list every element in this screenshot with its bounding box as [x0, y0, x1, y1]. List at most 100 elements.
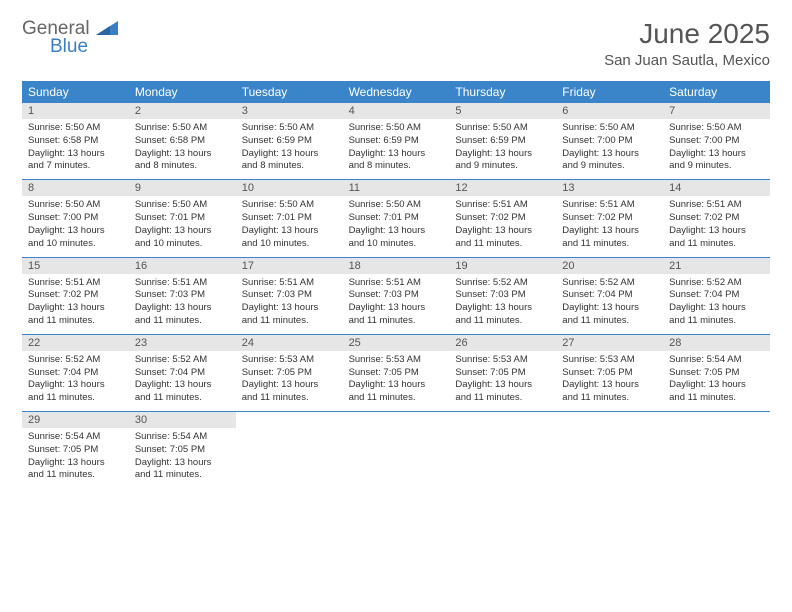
calendar: Sunday Monday Tuesday Wednesday Thursday… — [22, 81, 770, 488]
day-number: 18 — [343, 258, 450, 274]
day-number: 30 — [129, 412, 236, 428]
day-cell: 27Sunrise: 5:53 AMSunset: 7:05 PMDayligh… — [556, 335, 663, 411]
sunrise-text: Sunrise: 5:52 AM — [455, 277, 550, 290]
day-number: 10 — [236, 180, 343, 196]
day-cell: 5Sunrise: 5:50 AMSunset: 6:59 PMDaylight… — [449, 103, 556, 179]
day-cell: 24Sunrise: 5:53 AMSunset: 7:05 PMDayligh… — [236, 335, 343, 411]
day-details: Sunrise: 5:52 AMSunset: 7:04 PMDaylight:… — [129, 351, 236, 411]
day-cell: 29Sunrise: 5:54 AMSunset: 7:05 PMDayligh… — [22, 412, 129, 488]
day-details: Sunrise: 5:50 AMSunset: 6:59 PMDaylight:… — [449, 119, 556, 179]
sunset-text: Sunset: 7:02 PM — [669, 212, 764, 225]
sunrise-text: Sunrise: 5:50 AM — [135, 199, 230, 212]
sunset-text: Sunset: 7:05 PM — [669, 367, 764, 380]
day-cell: 17Sunrise: 5:51 AMSunset: 7:03 PMDayligh… — [236, 258, 343, 334]
day-number: 11 — [343, 180, 450, 196]
sunrise-text: Sunrise: 5:51 AM — [28, 277, 123, 290]
day-cell: 20Sunrise: 5:52 AMSunset: 7:04 PMDayligh… — [556, 258, 663, 334]
day-details: Sunrise: 5:52 AMSunset: 7:03 PMDaylight:… — [449, 274, 556, 334]
day-details: Sunrise: 5:50 AMSunset: 7:01 PMDaylight:… — [129, 196, 236, 256]
day-number: 19 — [449, 258, 556, 274]
day-number: 14 — [663, 180, 770, 196]
sunrise-text: Sunrise: 5:51 AM — [455, 199, 550, 212]
daylight-text: Daylight: 13 hours and 11 minutes. — [135, 457, 230, 483]
day-cell: .. — [556, 412, 663, 488]
daylight-text: Daylight: 13 hours and 11 minutes. — [28, 457, 123, 483]
week-row: 8Sunrise: 5:50 AMSunset: 7:00 PMDaylight… — [22, 180, 770, 257]
day-cell: 3Sunrise: 5:50 AMSunset: 6:59 PMDaylight… — [236, 103, 343, 179]
day-details: Sunrise: 5:52 AMSunset: 7:04 PMDaylight:… — [663, 274, 770, 334]
week-row: 29Sunrise: 5:54 AMSunset: 7:05 PMDayligh… — [22, 412, 770, 488]
day-number: 20 — [556, 258, 663, 274]
daylight-text: Daylight: 13 hours and 9 minutes. — [669, 148, 764, 174]
week-row: 22Sunrise: 5:52 AMSunset: 7:04 PMDayligh… — [22, 335, 770, 412]
day-number: 15 — [22, 258, 129, 274]
daylight-text: Daylight: 13 hours and 11 minutes. — [562, 302, 657, 328]
day-number: 2 — [129, 103, 236, 119]
day-details: Sunrise: 5:53 AMSunset: 7:05 PMDaylight:… — [449, 351, 556, 411]
day-number: 1 — [22, 103, 129, 119]
day-cell: 4Sunrise: 5:50 AMSunset: 6:59 PMDaylight… — [343, 103, 450, 179]
location-label: San Juan Sautla, Mexico — [604, 52, 770, 69]
day-number: 27 — [556, 335, 663, 351]
sunset-text: Sunset: 7:03 PM — [349, 289, 444, 302]
day-cell: 1Sunrise: 5:50 AMSunset: 6:58 PMDaylight… — [22, 103, 129, 179]
day-details: Sunrise: 5:50 AMSunset: 6:58 PMDaylight:… — [22, 119, 129, 179]
day-number: 17 — [236, 258, 343, 274]
sunset-text: Sunset: 7:05 PM — [455, 367, 550, 380]
day-cell: 10Sunrise: 5:50 AMSunset: 7:01 PMDayligh… — [236, 180, 343, 256]
sunset-text: Sunset: 7:04 PM — [28, 367, 123, 380]
sunset-text: Sunset: 7:01 PM — [242, 212, 337, 225]
sunset-text: Sunset: 7:03 PM — [455, 289, 550, 302]
day-cell: 12Sunrise: 5:51 AMSunset: 7:02 PMDayligh… — [449, 180, 556, 256]
sunset-text: Sunset: 7:05 PM — [242, 367, 337, 380]
sunrise-text: Sunrise: 5:50 AM — [28, 199, 123, 212]
day-cell: 7Sunrise: 5:50 AMSunset: 7:00 PMDaylight… — [663, 103, 770, 179]
daylight-text: Daylight: 13 hours and 11 minutes. — [28, 379, 123, 405]
logo: General Blue — [22, 18, 118, 58]
day-details: Sunrise: 5:54 AMSunset: 7:05 PMDaylight:… — [22, 428, 129, 488]
day-cell: 8Sunrise: 5:50 AMSunset: 7:00 PMDaylight… — [22, 180, 129, 256]
sunset-text: Sunset: 7:02 PM — [455, 212, 550, 225]
day-cell: 26Sunrise: 5:53 AMSunset: 7:05 PMDayligh… — [449, 335, 556, 411]
day-cell: 9Sunrise: 5:50 AMSunset: 7:01 PMDaylight… — [129, 180, 236, 256]
day-details: Sunrise: 5:51 AMSunset: 7:03 PMDaylight:… — [129, 274, 236, 334]
day-cell: 22Sunrise: 5:52 AMSunset: 7:04 PMDayligh… — [22, 335, 129, 411]
day-number: 25 — [343, 335, 450, 351]
sunset-text: Sunset: 6:59 PM — [349, 135, 444, 148]
sunrise-text: Sunrise: 5:53 AM — [455, 354, 550, 367]
day-details: Sunrise: 5:50 AMSunset: 7:00 PMDaylight:… — [22, 196, 129, 256]
sunrise-text: Sunrise: 5:52 AM — [135, 354, 230, 367]
sunrise-text: Sunrise: 5:50 AM — [455, 122, 550, 135]
day-details: Sunrise: 5:52 AMSunset: 7:04 PMDaylight:… — [22, 351, 129, 411]
sunrise-text: Sunrise: 5:54 AM — [135, 431, 230, 444]
day-details: Sunrise: 5:53 AMSunset: 7:05 PMDaylight:… — [343, 351, 450, 411]
sunset-text: Sunset: 7:04 PM — [135, 367, 230, 380]
sunset-text: Sunset: 7:03 PM — [135, 289, 230, 302]
sunrise-text: Sunrise: 5:54 AM — [28, 431, 123, 444]
sunset-text: Sunset: 7:00 PM — [669, 135, 764, 148]
day-details: Sunrise: 5:54 AMSunset: 7:05 PMDaylight:… — [663, 351, 770, 411]
day-number: 9 — [129, 180, 236, 196]
day-details: Sunrise: 5:50 AMSunset: 7:00 PMDaylight:… — [663, 119, 770, 179]
sunrise-text: Sunrise: 5:54 AM — [669, 354, 764, 367]
sunset-text: Sunset: 7:05 PM — [28, 444, 123, 457]
daylight-text: Daylight: 13 hours and 11 minutes. — [135, 302, 230, 328]
day-details: Sunrise: 5:50 AMSunset: 6:58 PMDaylight:… — [129, 119, 236, 179]
sunrise-text: Sunrise: 5:50 AM — [242, 122, 337, 135]
sunset-text: Sunset: 7:01 PM — [349, 212, 444, 225]
daylight-text: Daylight: 13 hours and 11 minutes. — [349, 302, 444, 328]
day-details: Sunrise: 5:51 AMSunset: 7:02 PMDaylight:… — [556, 196, 663, 256]
day-details: Sunrise: 5:52 AMSunset: 7:04 PMDaylight:… — [556, 274, 663, 334]
day-number: 29 — [22, 412, 129, 428]
day-number: 24 — [236, 335, 343, 351]
day-details: Sunrise: 5:53 AMSunset: 7:05 PMDaylight:… — [556, 351, 663, 411]
sunset-text: Sunset: 7:02 PM — [28, 289, 123, 302]
day-number: 8 — [22, 180, 129, 196]
day-header: Wednesday — [343, 81, 450, 103]
daylight-text: Daylight: 13 hours and 10 minutes. — [135, 225, 230, 251]
sunset-text: Sunset: 7:05 PM — [349, 367, 444, 380]
day-details: Sunrise: 5:51 AMSunset: 7:02 PMDaylight:… — [663, 196, 770, 256]
day-header: Friday — [556, 81, 663, 103]
day-header: Tuesday — [236, 81, 343, 103]
daylight-text: Daylight: 13 hours and 11 minutes. — [349, 379, 444, 405]
